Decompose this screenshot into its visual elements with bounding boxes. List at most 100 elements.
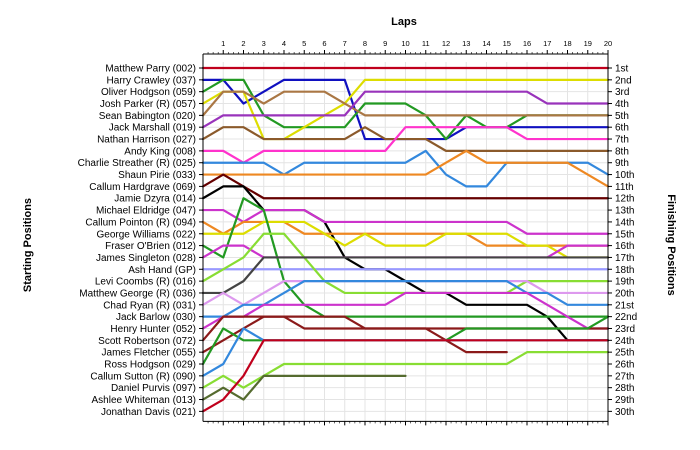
finishing-label-10: 10th [615, 170, 634, 181]
lap-tick-labels: 1 2 3 4 5 6 7 8 9 10 11 12 13 14 15 16 17 18 19 20 [221, 39, 612, 48]
starting-label-18: Ash Hand (GP) [128, 265, 196, 276]
starting-label-24: Scott Robertson (072) [98, 336, 196, 347]
lap-tick-label-2: 2 [241, 39, 245, 48]
series-line-28 [201, 351, 610, 389]
lap-tick-label-17: 17 [543, 39, 551, 48]
finishing-label-9: 9th [615, 158, 629, 169]
starting-label-21: Chad Ryan (R) (031) [103, 300, 196, 311]
finishing-label-2: 2nd [615, 75, 632, 86]
starting-label-4: Josh Parker (R) (057) [100, 99, 196, 110]
finishing-label-28: 28th [615, 383, 634, 394]
finishing-label-1: 1st [615, 64, 629, 75]
x-axis-title: Laps [391, 16, 417, 28]
lap-tick-label-6: 6 [322, 39, 326, 48]
starting-label-27: Callum Sutton (R) (090) [90, 371, 196, 382]
starting-label-22: Jack Barlow (030) [116, 312, 196, 323]
lap-tick-label-16: 16 [523, 39, 531, 48]
starting-label-14: Callum Pointon (R) (094) [85, 217, 196, 228]
series-line-23 [201, 291, 610, 330]
lap-tick-label-1: 1 [221, 39, 225, 48]
finishing-label-23: 23rd [615, 324, 635, 335]
lap-tick-label-3: 3 [262, 39, 266, 48]
starting-position-labels: Matthew Parry (002)Harry Crawley (037)Ol… [78, 64, 196, 418]
series-line-20 [201, 256, 610, 295]
lap-tick-label-5: 5 [302, 39, 306, 48]
finishing-label-25: 25th [615, 348, 634, 359]
finishing-label-19: 19th [615, 277, 634, 288]
starting-label-2: Harry Crawley (037) [107, 75, 196, 86]
starting-label-29: Ashlee Whiteman (013) [92, 395, 197, 406]
series-line-25 [201, 315, 508, 354]
starting-label-20: Matthew George (R) (036) [79, 288, 196, 299]
lap-tick-label-9: 9 [383, 39, 387, 48]
series-line-13 [201, 208, 610, 235]
finishing-label-8: 8th [615, 146, 629, 157]
finishing-label-18: 18th [615, 265, 634, 276]
finishing-label-15: 15th [615, 229, 634, 240]
starting-label-12: Jamie Dzyra (014) [114, 194, 196, 205]
starting-label-11: Callum Hardgrave (069) [89, 182, 196, 193]
series-line-8 [201, 126, 610, 164]
axes [199, 50, 612, 426]
series-line-22 [201, 280, 610, 318]
finishing-label-21: 21st [615, 300, 634, 311]
finishing-label-4: 4th [615, 99, 629, 110]
starting-label-30: Jonathan Davis (021) [101, 407, 196, 418]
lap-tick-label-19: 19 [584, 39, 592, 48]
finishing-label-13: 13th [615, 206, 634, 217]
starting-label-1: Matthew Parry (002) [105, 64, 196, 75]
starting-label-8: Andy King (008) [124, 146, 196, 157]
series-line-10 [201, 149, 610, 188]
lap-tick-label-7: 7 [343, 39, 347, 48]
starting-label-9: Charlie Streather (R) (025) [78, 158, 196, 169]
lap-tick-label-14: 14 [482, 39, 490, 48]
series-line-15 [201, 220, 610, 259]
finishing-label-6: 6th [615, 123, 629, 134]
finishing-label-14: 14th [615, 217, 634, 228]
finishing-label-20: 20th [615, 288, 634, 299]
finishing-label-5: 5th [615, 111, 629, 122]
lap-tick-label-15: 15 [503, 39, 511, 48]
starting-label-25: James Fletcher (055) [102, 348, 196, 359]
lap-tick-label-20: 20 [604, 39, 612, 48]
finishing-label-16: 16th [615, 241, 634, 252]
starting-label-23: Henry Hunter (052) [110, 324, 196, 335]
finishing-label-3: 3rd [615, 87, 629, 98]
starting-label-10: Shaun Pirie (033) [118, 170, 196, 181]
finishing-label-11: 11th [615, 182, 634, 193]
finishing-label-22: 22nd [615, 312, 637, 323]
finishing-label-7: 7th [615, 135, 629, 146]
series-line-11 [201, 173, 610, 200]
series-line-29 [201, 374, 407, 401]
starting-label-17: James Singleton (028) [96, 253, 196, 264]
finishing-label-30: 30th [615, 407, 634, 418]
y-axis-title-left: Starting Positions [22, 198, 34, 292]
lap-tick-label-12: 12 [442, 39, 450, 48]
series-line-6 [201, 90, 610, 129]
lap-tick-label-10: 10 [401, 39, 409, 48]
finishing-label-29: 29th [615, 395, 634, 406]
finishing-label-26: 26th [615, 360, 634, 371]
starting-label-16: Fraser O'Brien (012) [105, 241, 196, 252]
starting-label-5: Sean Babington (020) [99, 111, 196, 122]
series-lines [201, 66, 610, 413]
finishing-label-17: 17th [615, 253, 634, 264]
starting-label-13: Michael Eldridge (047) [96, 206, 196, 217]
starting-label-7: Nathan Harrison (027) [97, 135, 196, 146]
series-line-5 [201, 90, 610, 117]
lap-tick-label-4: 4 [282, 39, 286, 48]
finishing-label-12: 12th [615, 194, 634, 205]
finishing-label-24: 24th [615, 336, 634, 347]
finishing-position-labels: 1st2nd3rd4th5th6th7th8th9th10th11th12th1… [615, 64, 637, 418]
starting-label-26: Ross Hodgson (029) [104, 360, 196, 371]
starting-label-15: George Williams (022) [97, 229, 196, 240]
lap-tick-label-13: 13 [462, 39, 470, 48]
lap-tick-label-18: 18 [563, 39, 571, 48]
starting-label-6: Jack Marshall (019) [109, 123, 196, 134]
starting-label-19: Levi Coombs (R) (016) [95, 277, 196, 288]
lap-tick-label-11: 11 [422, 39, 430, 48]
starting-label-3: Oliver Hodgson (059) [101, 87, 196, 98]
finishing-label-27: 27th [615, 371, 634, 382]
starting-label-28: Daniel Purvis (097) [111, 383, 196, 394]
